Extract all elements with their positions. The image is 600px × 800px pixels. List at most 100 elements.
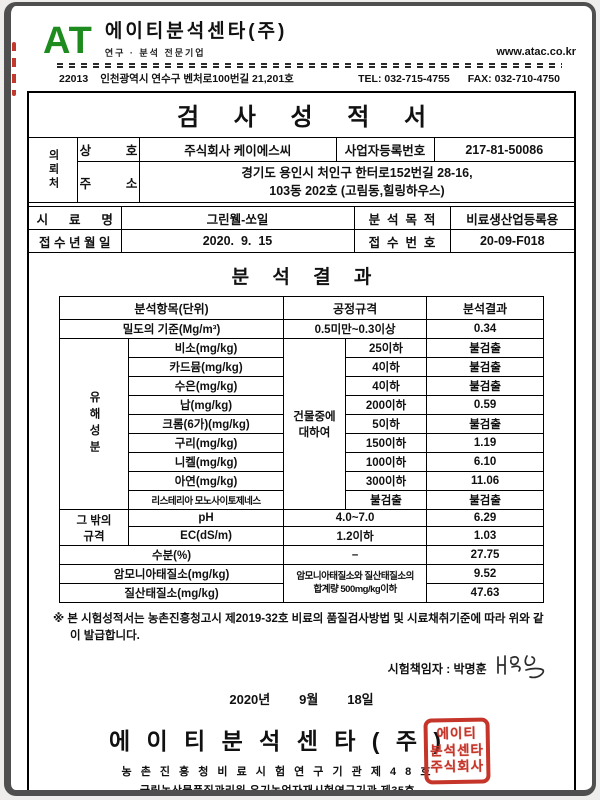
lab-address: 인천광역시 연수구 벤처로100번길 21,201호 — [100, 73, 294, 85]
col-header-item: 분석항목(단위) — [58, 296, 285, 321]
client-reg-value: 217-81-50086 — [433, 137, 574, 162]
table-row: 납(mg/kg) 200이하 0.59 — [60, 395, 544, 416]
issuance-note: ※ 본 시험성적서는 농촌진흥청고시 제2019-32호 비료의 품질검사방법 … — [53, 613, 544, 642]
seal-line: 에이티 — [436, 724, 477, 741]
seal-line: 분석센타 — [430, 741, 484, 758]
seal-line: 주식회사 — [430, 758, 485, 775]
receipt-date-label: 접 수 년 월 일 — [29, 229, 122, 254]
analysis-item: 니켈(mg/kg) — [127, 452, 285, 473]
issuer-block: 에 이 티 분 석 센 타 ( 주 ) 농 촌 진 흥 청 비 료 시 험 연 … — [29, 717, 574, 790]
lab-tagline: 연구 · 분석 전문기업 — [104, 48, 206, 58]
analysis-result: 0.34 — [426, 319, 544, 340]
lab-website: www.atac.co.kr — [496, 46, 576, 58]
handwritten-signature — [497, 654, 545, 678]
table-row: 유해성분 비소(mg/kg) 건물중에 대하여 25이하 불검출 — [59, 338, 544, 511]
analysis-standard: 4이하 — [344, 357, 428, 378]
client-company-value: 주식회사 케이에스씨 — [139, 137, 337, 162]
analysis-result: 불검출 — [426, 414, 544, 435]
client-reg-label: 사업자등록번호 — [335, 137, 435, 162]
table-row: 크롬(6가)(mg/kg) 5이하 불검출 — [60, 414, 544, 435]
dashed-separator — [57, 63, 562, 68]
receipt-number-label: 접 수 번 호 — [353, 229, 451, 254]
analysis-item: 아연(mg/kg) — [127, 471, 285, 492]
table-row: 니켈(mg/kg) 100이하 6.10 — [60, 452, 544, 473]
analysis-result: 27.75 — [426, 545, 544, 566]
analysis-standard: – — [283, 545, 428, 566]
analysis-standard: 200이하 — [344, 395, 428, 416]
analysis-item: 질산태질소(mg/kg) — [58, 583, 285, 604]
sample-info-table: 시 료 명 그린웰-쏘일 분 석 목 적 비료생산업등록용 접 수 년 월 일 … — [29, 206, 574, 254]
table-row: 구리(mg/kg) 150이하 1.19 — [60, 433, 544, 454]
analysis-standard: 5이하 — [344, 414, 428, 435]
table-row: 그 밖의 규격 pH 4.0~7.0 6.29 — [59, 509, 544, 547]
analysis-standard: 150이하 — [344, 433, 428, 454]
sample-name-label: 시 료 명 — [29, 206, 122, 231]
certification-line-1: 농 촌 진 흥 청 비 료 시 험 연 구 기 관 제 4 8 호 — [121, 765, 434, 778]
analysis-result: 6.10 — [426, 452, 544, 473]
table-row: EC(dS/m) 1.2이하 1.03 — [60, 526, 544, 547]
table-row: 리스테리아 모노사이토제네스 불검출 불검출 — [60, 490, 544, 511]
at-logo: AT — [43, 19, 93, 62]
analysis-standard: 불검출 — [344, 490, 428, 511]
nitrogen-standard: 암모니아태질소와 질산태질소의 합계량 500mg/kg이하 — [283, 564, 428, 604]
lab-tel: TEL: 032-715-4755 — [358, 72, 450, 85]
analysis-standard: 0.5미만~0.3이상 — [283, 319, 428, 340]
analysis-standard: 4.0~7.0 — [283, 509, 428, 528]
analysis-standard: 4이하 — [344, 376, 428, 397]
col-header-standard: 공정규격 — [283, 296, 428, 321]
analysis-standard: 1.2이하 — [283, 526, 428, 547]
certificate-body: 검 사 성 적 서 의뢰처 상 호 주식회사 케이에스씨 사업자등록번호 217… — [27, 91, 576, 790]
certification-line-2: 국립농산물품질관리원 유기농업자재시험연구기관 제35호 — [139, 784, 416, 796]
analysis-purpose-label: 분 석 목 적 — [353, 206, 451, 231]
table-row: 접 수 년 월 일 2020. 9. 15 접 수 번 호 20-09-F018 — [29, 229, 574, 254]
dry-basis-label: 건물중에 대하여 — [283, 338, 346, 511]
receipt-date-value: 2020. 9. 15 — [120, 229, 355, 254]
analysis-item: 비소(mg/kg) — [127, 338, 285, 359]
lab-company-name: 에이티분석센타(주) — [104, 21, 288, 42]
client-address-label: 주 소 — [77, 160, 140, 204]
table-row: 카드뮴(mg/kg) 4이하 불검출 — [60, 357, 544, 378]
client-info-table: 의뢰처 상 호 주식회사 케이에스씨 사업자등록번호 217-81-50086 … — [29, 136, 574, 204]
analysis-purpose-value: 비료생산업등록용 — [449, 206, 574, 231]
table-row: 수분(%) – 27.75 — [58, 545, 544, 566]
analysis-result: 6.29 — [426, 509, 544, 528]
letterhead: AT 에이티분석센타(주) 연구 · 분석 전문기업 www.atac.co.k… — [11, 6, 592, 88]
analysis-result: 불검출 — [426, 357, 544, 378]
hazard-group-label: 유해성분 — [59, 338, 129, 511]
analysis-result: 불검출 — [426, 376, 544, 397]
col-header-result: 분석결과 — [426, 296, 544, 321]
client-company-label: 상 호 — [77, 137, 140, 162]
analysis-result: 불검출 — [426, 338, 544, 359]
table-row: 아연(mg/kg) 300이하 11.06 — [60, 471, 544, 492]
analysis-item: 수은(mg/kg) — [127, 376, 285, 397]
issuer-company-name: 에 이 티 분 석 센 타 ( 주 ) — [108, 727, 447, 754]
analysis-result: 불검출 — [426, 490, 544, 511]
analysis-item: 카드뮴(mg/kg) — [127, 357, 285, 378]
table-row: 의뢰처 상 호 주식회사 케이에스씨 사업자등록번호 217-81-50086 — [29, 136, 574, 204]
table-row: 시 료 명 그린웰-쏘일 분 석 목 적 비료생산업등록용 — [29, 206, 574, 231]
analysis-result: 9.52 — [426, 564, 544, 585]
analysis-result: 1.03 — [426, 526, 544, 547]
analysis-item: 납(mg/kg) — [127, 395, 285, 416]
receipt-number-value: 20-09-F018 — [449, 229, 574, 254]
sample-name-value: 그린웰-쏘일 — [120, 206, 355, 231]
analysis-result: 0.59 — [426, 395, 544, 416]
analysis-standard: 25이하 — [344, 338, 428, 359]
analysis-item: 리스테리아 모노사이토제네스 — [127, 490, 285, 511]
analysis-item: 크롬(6가)(mg/kg) — [127, 414, 285, 435]
lab-address-row: 22013 인천광역시 연수구 벤처로100번길 21,201호 TEL: 03… — [43, 68, 576, 88]
analysis-results-table: 분석항목(단위) 공정규격 분석결과 밀도의 기준(Mg/m³) 0.5미만~0… — [58, 296, 544, 604]
tester-signature-label: 시험책임자 : 박명훈 — [387, 661, 487, 676]
analysis-item: 암모니아태질소(mg/kg) — [58, 564, 285, 585]
analysis-item: 밀도의 기준(Mg/m³) — [58, 319, 285, 340]
tester-signature-row: 시험책임자 : 박명훈 — [29, 653, 546, 681]
analysis-result: 11.06 — [426, 471, 544, 492]
scan-artifact-red-marks — [12, 42, 16, 96]
analysis-result: 47.63 — [426, 583, 544, 604]
analysis-item: EC(dS/m) — [127, 526, 285, 547]
doc-title: 검 사 성 적 서 — [176, 104, 441, 131]
scanned-certificate-page: AT 에이티분석센타(주) 연구 · 분석 전문기업 www.atac.co.k… — [4, 2, 596, 796]
corporate-seal-stamp: 에이티 분석센타 주식회사 — [423, 717, 491, 785]
analysis-item: 수분(%) — [58, 545, 285, 566]
issue-date: 2020년 9월 18일 — [229, 691, 374, 707]
